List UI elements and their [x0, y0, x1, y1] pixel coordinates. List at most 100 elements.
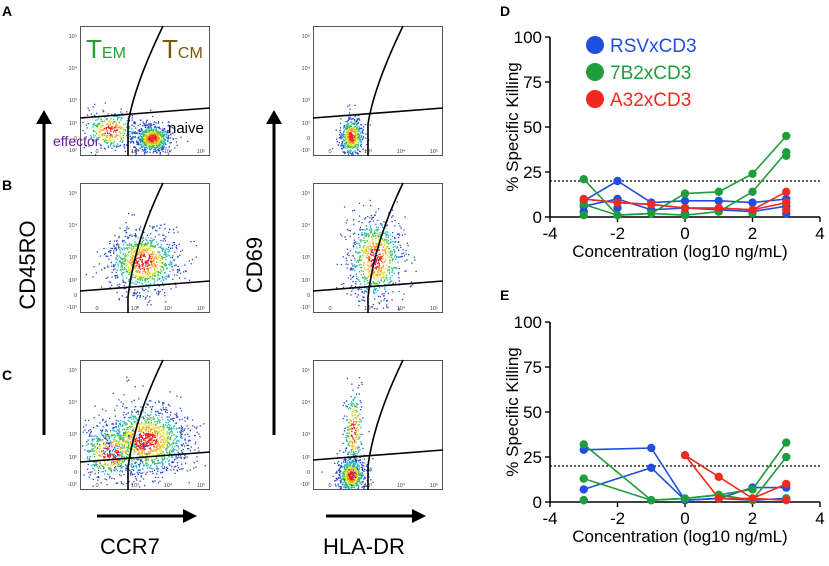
- flow-x-tick: 10⁵: [197, 305, 205, 312]
- flow-y-tick: 0: [307, 293, 310, 299]
- flow-events: [335, 199, 417, 311]
- flow-y-tick: 0: [74, 470, 77, 476]
- y-axis-label: % Specific Killing: [503, 347, 522, 476]
- data-point: [613, 176, 622, 186]
- flow-x-tick: 10⁴: [164, 482, 173, 489]
- flow-plot-c-hladr: 10⁵ 10⁴ 10³ 10² 0 -10² 0 10³ 10⁴ 10⁵: [300, 359, 444, 490]
- flow-y-tick: 10³: [69, 255, 77, 261]
- flow-x-tick: 0: [328, 149, 331, 155]
- flow-plot-b-hladr: 10⁵ 10⁴ 10³ 10² 0 -10² 0 10³ 10⁴ 10⁵: [300, 182, 444, 313]
- flow-y-tick: 10⁵: [69, 33, 77, 40]
- data-point: [647, 200, 656, 209]
- gate-label-effector: effector: [53, 133, 100, 149]
- flow-y-tick: -10²: [67, 305, 77, 311]
- y-axis-label-cd45ro: CD45RO: [15, 220, 40, 310]
- data-point: [647, 209, 656, 218]
- panel-label-d: D: [500, 3, 511, 19]
- flow-plot-c-ccr7: 10⁵ 10⁴ 10³ 10² 0 -10² 0 10³ 10⁴ 10⁵: [67, 359, 211, 490]
- flow-y-tick: 10⁵: [69, 190, 77, 197]
- x-tick-label: 4: [815, 224, 824, 243]
- data-point: [579, 485, 588, 494]
- flow-x-tick: 10³: [131, 306, 139, 312]
- gate-label-naive: naive: [168, 120, 204, 137]
- flow-y-tick: 10²: [302, 121, 310, 127]
- flow-x-tick: 0: [95, 149, 98, 155]
- flow-x-tick: 10⁵: [197, 482, 205, 489]
- data-point: [680, 189, 690, 198]
- chart-e: 0 25 50 75 100 -4 -2 0 2 4 Concentration (log10 ng…: [503, 313, 825, 546]
- y-tick-label: 25: [523, 163, 542, 182]
- data-point: [714, 472, 723, 481]
- y-axis-label-cd69: CD69: [242, 236, 267, 294]
- flow-y-tick: -10²: [67, 148, 77, 154]
- data-point: [680, 203, 690, 213]
- flow-y-tick: 10²: [69, 278, 77, 284]
- gate-line-vertical: [367, 359, 404, 490]
- gate-label-tem: TEM: [86, 34, 126, 64]
- legend-marker: [586, 90, 604, 108]
- flow-plot-b-ccr7: 10⁵ 10⁴ 10³ 10² 0 -10² 0 10³ 10⁴ 10⁵: [67, 182, 211, 313]
- flow-x-tick: 10³: [131, 149, 139, 155]
- flow-y-tick: 10²: [302, 278, 310, 284]
- flow-y-tick: 10⁴: [302, 222, 311, 229]
- data-point: [782, 438, 791, 447]
- data-point: [782, 479, 791, 489]
- x-axis-label-ccr7: CCR7: [100, 534, 160, 559]
- data-point: [680, 451, 690, 460]
- data-point: [680, 494, 690, 503]
- x-axis-label: Concentration (log10 ng/mL): [572, 242, 787, 261]
- x-tick-label: 0: [680, 224, 689, 243]
- gate-line-horizontal: [79, 107, 211, 119]
- data-point: [613, 211, 622, 220]
- flow-y-tick: 10⁴: [69, 65, 78, 72]
- x-tick-label: 2: [748, 224, 757, 243]
- gate-line-vertical: [127, 359, 164, 490]
- y-tick-label: 100: [514, 28, 542, 47]
- panel-label-a: A: [2, 3, 13, 19]
- gate-line-vertical: [127, 25, 164, 156]
- flow-y-tick: -10²: [300, 482, 310, 488]
- data-point: [748, 169, 757, 178]
- data-point: [647, 463, 656, 472]
- flow-y-tick: 0: [74, 136, 77, 142]
- flow-x-tick: 10⁵: [197, 148, 205, 155]
- data-point: [714, 196, 723, 205]
- gate-line-horizontal: [312, 449, 444, 461]
- flow-y-tick: 10⁴: [302, 65, 311, 72]
- data-point: [579, 440, 588, 449]
- flow-y-tick: 10³: [69, 432, 77, 438]
- flow-x-tick: 10⁵: [430, 482, 438, 489]
- flow-x-tick: 0: [328, 483, 331, 489]
- flow-y-tick: 10³: [69, 98, 77, 104]
- data-point: [714, 187, 723, 196]
- y-tick-label: 50: [523, 118, 542, 137]
- flow-y-tick: 10²: [69, 455, 77, 461]
- y-tick-label: 75: [523, 358, 542, 377]
- x-tick-label: -4: [542, 224, 557, 243]
- flow-x-tick: 10⁴: [164, 148, 173, 155]
- data-point: [647, 443, 656, 453]
- data-point: [748, 205, 757, 214]
- data-point: [782, 496, 791, 505]
- data-point: [748, 198, 757, 207]
- data-point: [680, 196, 690, 205]
- fit-curve: [684, 454, 787, 501]
- panel-label-b: B: [2, 177, 13, 193]
- data-point: [748, 187, 757, 196]
- data-point: [579, 496, 588, 505]
- y-axis-arrow-left: [36, 110, 52, 435]
- fit-curve: [583, 456, 787, 502]
- y-axis-label: % Specific Killing: [503, 62, 522, 191]
- data-point: [579, 194, 588, 204]
- flow-x-tick: 10⁴: [164, 305, 173, 312]
- x-tick-label: -2: [610, 509, 625, 528]
- flow-y-tick: 10³: [302, 432, 310, 438]
- gate-line-vertical: [367, 25, 404, 156]
- x-axis-label-hladr: HLA-DR: [323, 534, 405, 559]
- flow-plot-a-hladr: 10⁵ 10⁴ 10³ 10² 0 -10² 0 10³ 10⁴ 10⁵: [300, 25, 444, 156]
- data-point: [782, 187, 791, 196]
- y-tick-label: 25: [523, 448, 542, 467]
- flow-y-tick: 0: [307, 470, 310, 476]
- flow-events: [331, 104, 371, 155]
- x-axis-arrow-right: [326, 509, 426, 523]
